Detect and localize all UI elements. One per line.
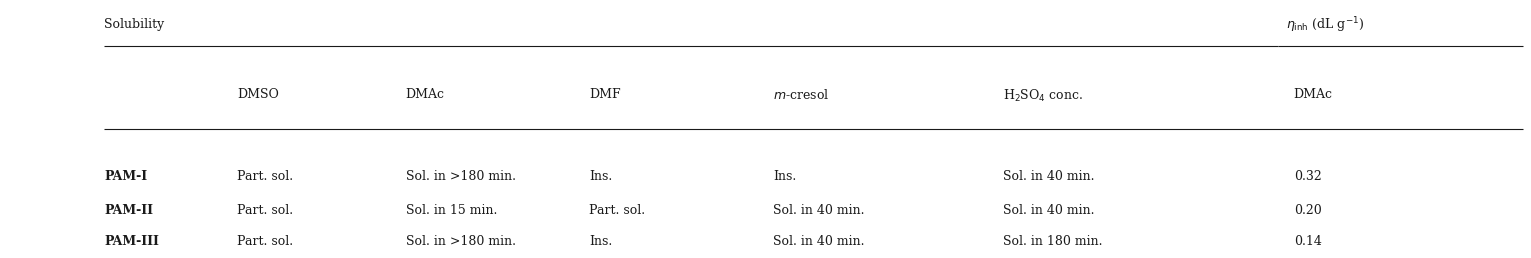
Text: Part. sol.: Part. sol. xyxy=(589,204,646,217)
Text: Part. sol.: Part. sol. xyxy=(237,235,294,248)
Text: PAM-II: PAM-II xyxy=(104,204,153,217)
Text: Sol. in 40 min.: Sol. in 40 min. xyxy=(1003,170,1095,183)
Text: 0.14: 0.14 xyxy=(1294,235,1321,248)
Text: Sol. in 15 min.: Sol. in 15 min. xyxy=(406,204,498,217)
Text: PAM-III: PAM-III xyxy=(104,235,159,248)
Text: Ins.: Ins. xyxy=(589,170,612,183)
Text: Solubility: Solubility xyxy=(104,18,164,31)
Text: Ins.: Ins. xyxy=(773,170,796,183)
Text: Ins.: Ins. xyxy=(589,235,612,248)
Text: DMAc: DMAc xyxy=(1294,88,1332,101)
Text: DMAc: DMAc xyxy=(406,88,444,101)
Text: Sol. in 40 min.: Sol. in 40 min. xyxy=(773,235,865,248)
Text: 0.20: 0.20 xyxy=(1294,204,1321,217)
Text: Sol. in 40 min.: Sol. in 40 min. xyxy=(773,204,865,217)
Text: Sol. in >180 min.: Sol. in >180 min. xyxy=(406,170,516,183)
Text: Part. sol.: Part. sol. xyxy=(237,170,294,183)
Text: Sol. in 180 min.: Sol. in 180 min. xyxy=(1003,235,1102,248)
Text: $m$-cresol: $m$-cresol xyxy=(773,88,830,102)
Text: Sol. in 40 min.: Sol. in 40 min. xyxy=(1003,204,1095,217)
Text: $\eta_{\rm inh}$ (dL g$^{-1}$): $\eta_{\rm inh}$ (dL g$^{-1}$) xyxy=(1286,15,1364,35)
Text: DMSO: DMSO xyxy=(237,88,279,101)
Text: Sol. in >180 min.: Sol. in >180 min. xyxy=(406,235,516,248)
Text: 0.32: 0.32 xyxy=(1294,170,1321,183)
Text: DMF: DMF xyxy=(589,88,622,101)
Text: Part. sol.: Part. sol. xyxy=(237,204,294,217)
Text: H$_2$SO$_4$ conc.: H$_2$SO$_4$ conc. xyxy=(1003,88,1082,104)
Text: PAM-I: PAM-I xyxy=(104,170,147,183)
